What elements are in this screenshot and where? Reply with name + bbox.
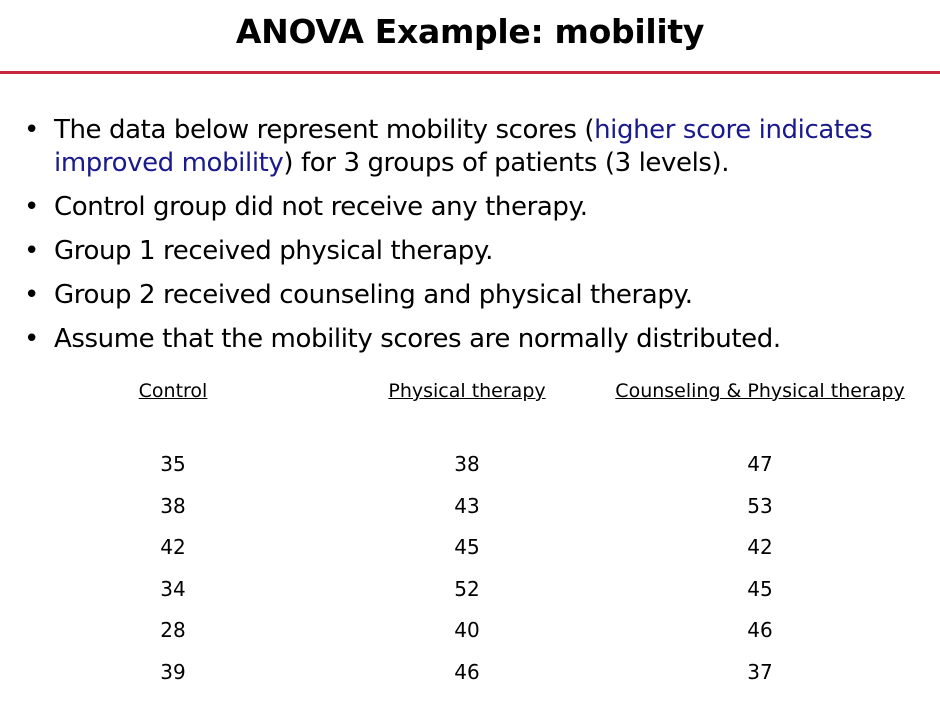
table-cell: 46 — [747, 618, 773, 643]
bullet-item: • The data below represent mobility scor… — [20, 114, 935, 180]
table-cell: 38 — [160, 493, 186, 518]
bullet-item: • Control group did not receive any ther… — [20, 191, 935, 224]
bullet-dot-icon: • — [24, 192, 39, 222]
table-cell: 34 — [160, 576, 186, 601]
column-header: Physical therapy — [388, 380, 546, 402]
table-cell: 46 — [454, 659, 480, 684]
table-cell: 28 — [160, 618, 186, 643]
bullet-dot-icon: • — [24, 324, 39, 354]
column-header: Counseling & Physical therapy — [615, 380, 905, 402]
bullet-text: Group 1 received physical therapy. — [54, 236, 494, 266]
column-header: Control — [138, 380, 208, 402]
table-cell: 39 — [160, 659, 186, 684]
bullet-dot-icon: • — [24, 236, 39, 266]
table-cell: 43 — [454, 493, 480, 518]
table-column-control: Control 35 38 42 34 28 39 — [108, 380, 238, 694]
bullet-dot-icon: • — [24, 115, 39, 145]
bullet-text-pre: The data below represent mobility scores… — [54, 115, 595, 145]
table-cell: 40 — [454, 618, 480, 643]
bullet-item: • Group 1 received physical therapy. — [20, 235, 935, 268]
table-column-physical-therapy: Physical therapy 38 43 45 52 40 46 — [367, 380, 567, 694]
table-column-counseling-physical-therapy: Counseling & Physical therapy 47 53 42 4… — [600, 380, 920, 694]
bullet-text: Assume that the mobility scores are norm… — [54, 324, 781, 354]
slide-title: ANOVA Example: mobility — [235, 12, 705, 51]
table-cell: 53 — [747, 493, 773, 518]
bullet-item: • Group 2 received counseling and physic… — [20, 279, 935, 312]
bullet-text: Group 2 received counseling and physical… — [54, 280, 693, 310]
table-cell: 35 — [160, 452, 186, 476]
table-cell: 47 — [747, 452, 773, 476]
table-cell: 42 — [160, 535, 186, 560]
bullet-text: Control group did not receive any therap… — [54, 192, 588, 222]
table-cell: 37 — [747, 659, 773, 684]
table-cell: 45 — [747, 576, 773, 601]
title-divider — [0, 71, 940, 74]
table-cell: 52 — [454, 576, 480, 601]
bullet-highlight-text: higher score indicates improved mobility — [54, 115, 873, 178]
table-cell: 38 — [454, 452, 480, 476]
table-cell: 42 — [747, 535, 773, 560]
bullet-text-post: ) for 3 groups of patients (3 levels). — [283, 148, 730, 178]
bullet-item: • Assume that the mobility scores are no… — [20, 323, 935, 356]
bullet-dot-icon: • — [24, 280, 39, 310]
table-cell: 45 — [454, 535, 480, 560]
bullet-list: • The data below represent mobility scor… — [20, 114, 935, 367]
